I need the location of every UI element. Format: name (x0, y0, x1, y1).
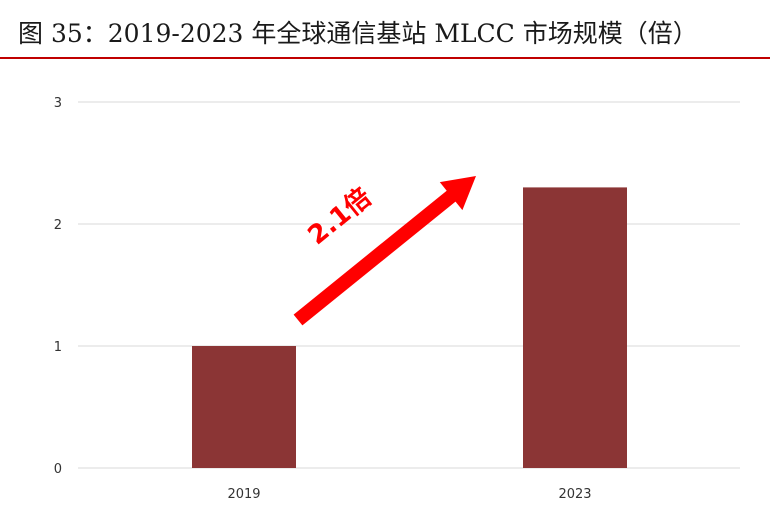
y-tick-label: 0 (54, 462, 62, 477)
x-tick-label: 2019 (227, 487, 260, 502)
y-tick-label: 1 (54, 340, 62, 355)
y-tick-label: 3 (54, 96, 62, 111)
title-rule (0, 57, 770, 59)
bar (523, 187, 627, 468)
figure-title: 图 35：2019-2023 年全球通信基站 MLCC 市场规模（倍） (18, 19, 698, 48)
y-tick-label: 2 (54, 218, 62, 233)
growth-arrow (293, 176, 476, 326)
bar (192, 346, 296, 468)
x-tick-label: 2023 (558, 487, 591, 502)
growth-annotation: 2.1倍 (302, 182, 378, 251)
